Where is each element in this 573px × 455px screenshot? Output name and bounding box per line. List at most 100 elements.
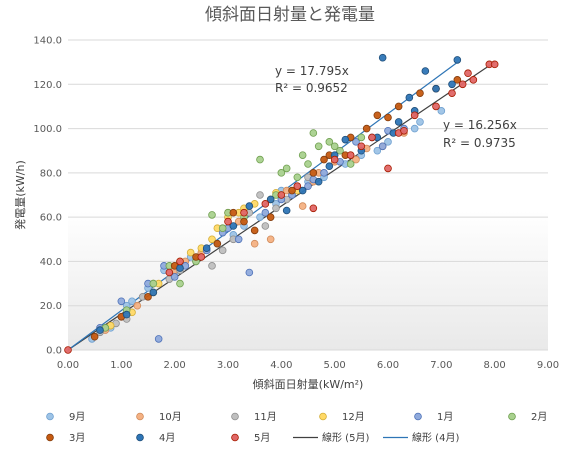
legend-label: 5月 [254,432,270,444]
data-point [256,213,264,221]
data-point [229,208,238,217]
x-tick-label: 4.00 [270,360,292,371]
legend-label: 9月 [69,411,85,423]
data-point [117,297,126,306]
data-point [298,186,307,195]
data-point [352,138,360,146]
data-point [293,182,302,190]
chart-title: 傾斜面日射量と発電量 [205,5,375,25]
data-point [304,160,312,168]
x-tick-label: 7.00 [430,360,452,371]
legend-marker [231,412,239,421]
legend-marker [46,412,54,421]
data-point [464,69,472,78]
data-point [346,160,355,168]
y-axis-ticks: 0.0 20.0 40.0 60.0 80.0 100.0 120.0 140.0 [33,36,62,357]
data-point [213,239,222,248]
data-point [256,191,264,199]
legend-entry: 2月 [508,411,547,423]
data-point [384,138,392,146]
data-point [250,226,259,235]
data-point [341,135,350,144]
data-point [122,310,131,319]
data-point [277,169,286,177]
data-point [240,208,248,217]
data-point [410,111,419,120]
legend-marker [508,412,516,421]
legend-marker [319,412,327,421]
y-tick-label: 40.0 [40,257,62,268]
data-point [165,268,174,277]
data-point [186,248,195,257]
legend-entry: 9月 [46,411,85,423]
data-point [346,151,355,159]
data-point [378,53,387,62]
data-point [304,182,312,190]
legend-label: 3月 [69,432,85,444]
y-tick-label: 100.0 [33,124,62,135]
legend-marker [231,433,239,442]
legend-marker [46,433,54,442]
data-point [490,60,499,69]
data-point [277,191,286,199]
data-point [202,244,211,252]
series-8 [64,60,499,354]
legend-label: 11月 [254,411,277,423]
data-point [90,332,99,341]
x-tick-label: 6.00 [377,360,399,371]
data-point [234,235,243,244]
data-point [453,76,462,84]
legend-marker [414,412,422,421]
legend-entry: 10月 [136,411,182,423]
legend-label: 4月 [159,432,175,444]
data-point [373,111,382,120]
data-point [384,113,392,122]
legend-entry: 3月 [46,432,85,444]
data-point [133,301,142,310]
data-point [197,253,206,261]
data-point [154,335,163,343]
data-point [330,155,339,164]
legend-label: 線形 (4月) [412,431,459,444]
legend-entry: 12月 [319,411,365,423]
y-axis-title: 発電量(kW/h) [13,160,27,230]
legend: 9月 10月 11月 12月 1月 2月 3月 4月 5月 線形 (5月) 線形 (4月) [46,411,547,444]
data-point [368,133,376,142]
data-point [149,279,158,288]
legend-label: 12月 [342,411,365,423]
legend-entry: 5月 [231,432,270,444]
data-point [469,76,478,84]
data-point [325,162,334,171]
data-point [320,155,328,164]
legend-entry: 4月 [136,432,175,444]
legend-marker [136,433,144,442]
legend-label: 10月 [159,411,182,423]
data-point [224,217,232,226]
data-point [208,211,216,219]
data-point [394,118,403,126]
x-tick-label: 8.00 [484,360,506,371]
y-tick-label: 20.0 [40,301,62,312]
data-points [64,53,499,354]
legend-entry: 1月 [414,411,453,423]
legend-entry: 線形 (4月) [383,431,459,444]
data-point [432,102,440,111]
data-point [309,169,318,177]
legend-label: 1月 [437,411,453,423]
series-7 [96,53,462,334]
data-point [309,204,318,213]
data-point [410,124,419,133]
y-tick-label: 80.0 [40,168,62,179]
data-point [448,89,456,97]
data-point [64,346,72,354]
data-point [453,56,462,64]
data-point [144,293,152,301]
data-point [240,217,248,226]
data-point [362,124,371,133]
legend-marker [136,412,144,421]
data-point [330,142,339,151]
data-point [384,164,392,173]
data-point [266,213,275,221]
data-point [261,200,270,208]
